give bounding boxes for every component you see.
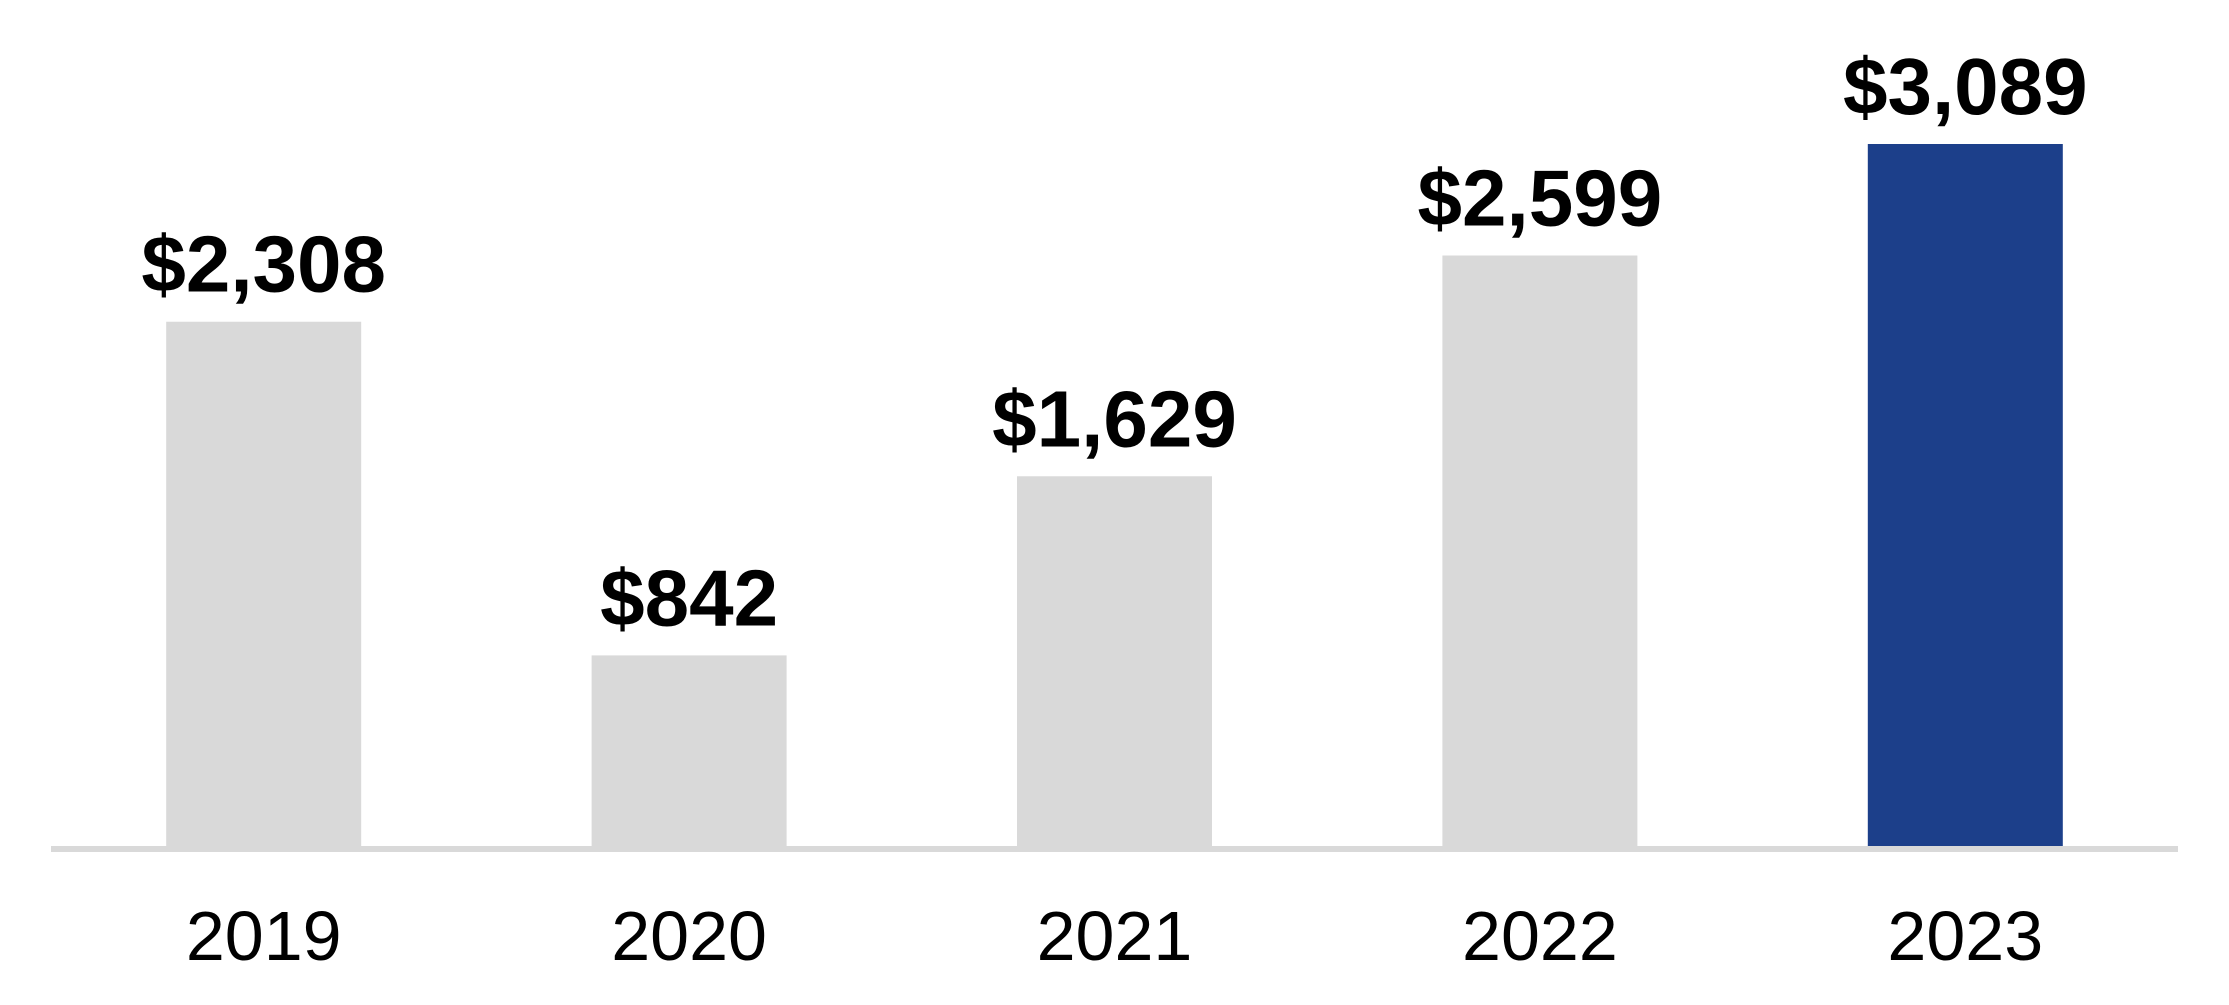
x-tick-label: 2022: [1462, 897, 1618, 975]
x-tick-label: 2019: [186, 897, 342, 975]
bar: [1867, 144, 2063, 847]
value-label: $842: [600, 553, 778, 642]
value-label: $2,308: [141, 220, 386, 309]
bar: [166, 321, 362, 847]
x-tick-label: 2020: [611, 897, 767, 975]
value-label: $1,629: [992, 374, 1237, 463]
bar: [1442, 255, 1638, 847]
value-label: $3,089: [1843, 42, 2088, 131]
x-tick-label: 2021: [1037, 897, 1193, 975]
x-tick-label: 2023: [1887, 897, 2043, 975]
value-label: $2,599: [1418, 154, 1663, 243]
bar: [1017, 476, 1212, 847]
bar: [591, 655, 787, 847]
